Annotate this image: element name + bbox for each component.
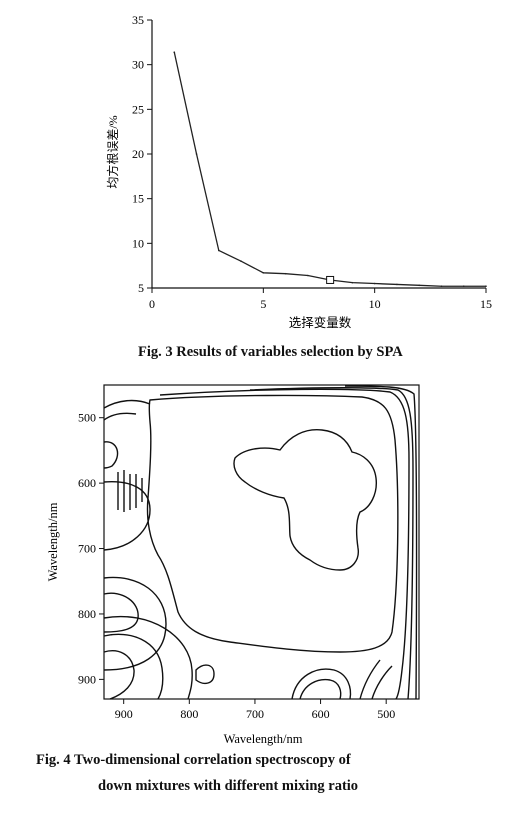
fig3-data-point [173,51,176,53]
fig3-rmse-line [173,52,486,287]
fig3-x-tick-label: 5 [260,297,266,311]
contour-right-band-1 [159,388,410,700]
fig4-y-tick-label: 800 [78,607,96,621]
fig4-contours [103,385,418,700]
fig4-x-tick-label: 800 [180,707,198,721]
contour-bottom-patch-1 [291,668,352,700]
fig3-x-axis-label: 选择变量数 [289,315,352,330]
fig4-y-tick-label: 500 [78,411,96,425]
contour-left-2 [103,481,151,551]
contour-lower-left-3 [103,650,135,700]
fig3-x-tick-label: 0 [149,297,155,311]
fig4-y-tick-label: 900 [78,672,96,686]
contour-inner-lobe [233,429,377,571]
fig3-data-point [418,284,421,287]
fig3-x-tick-label: 10 [369,297,381,311]
fig3-y-axis-label: 均方根误差/% [105,115,120,188]
fig3-data-point [462,285,465,288]
contour-right-band-2 [249,387,414,700]
fig4-y-tick-label: 700 [78,542,96,556]
fig4-y-tick-label: 600 [78,476,96,490]
fig4-x-tick-label: 700 [246,707,264,721]
fig3-x-tick-label: 15 [480,297,492,311]
fig3-axes [151,20,486,289]
contour-central [146,394,399,653]
contour-lower-left-1 [103,592,139,633]
contour-bottom-patch-2 [299,678,342,700]
fig3-plot-area [173,51,487,288]
contour-left-dense [117,470,143,512]
fig3-data-point [218,249,220,252]
fig3-y-tick-label: 10 [132,236,144,250]
fig4-ticks: 900 800 700 600 500 500 600 700 800 900 [78,411,395,721]
fig4-x-axis-label: Wavelength/nm [224,732,303,746]
contour-right-band-3 [344,385,418,700]
fig4-x-tick-label: 600 [312,707,330,721]
fig4-x-tick-label: 900 [115,707,133,721]
contour-lower-left-4 [103,633,164,700]
fig3-y-tick-label: 20 [132,147,144,161]
fig3-data-point [262,272,265,274]
fig3-data-point [396,283,398,286]
contour-lower-left-5 [103,615,193,700]
contour-top-left-1 [103,399,151,409]
fig4-y-axis-label: Wavelength/nm [46,502,60,581]
contour-left-1 [103,441,119,469]
fig4-caption-line-1: Fig. 4 Two-dimensional correlation spect… [36,752,351,768]
fig3-data-point [307,274,309,277]
fig3-data-point [240,260,242,263]
fig3-y-tick-label: 15 [132,192,144,206]
fig3-selected-marker [326,275,335,284]
fig3-data-point [284,272,287,275]
contour-top-left-2 [103,412,137,421]
fig3-caption: Fig. 3 Results of variables selection by… [138,344,403,360]
fig3-data-point [440,285,443,288]
fig3-y-tick-label: 35 [132,13,144,27]
fig4-x-tick-label: 500 [377,707,395,721]
contour-bottom-right-2 [371,665,393,700]
contour-bottom-right-1 [359,659,381,700]
fig4-plot-frame [103,384,420,700]
fig4-caption-line-2: down mixtures with different mixing rati… [98,778,359,794]
fig3-y-tick-label: 5 [138,281,144,295]
fig3-y-tick-label: 25 [132,102,144,116]
contour-bottom-blob [195,664,215,685]
fig3-data-point [195,153,198,155]
fig3-y-tick-label: 30 [132,58,144,72]
fig3-data-point [351,281,354,284]
fig3-data-point [485,285,487,288]
fig3-data-point [373,282,376,285]
